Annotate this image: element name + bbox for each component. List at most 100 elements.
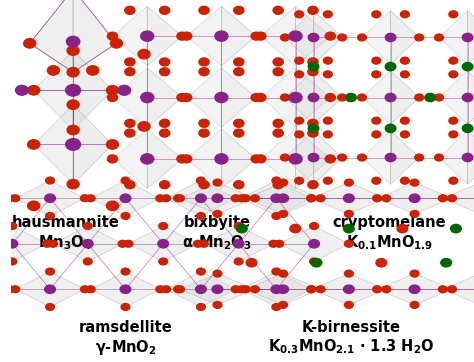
Circle shape [234, 129, 244, 137]
Circle shape [213, 270, 222, 277]
Circle shape [158, 240, 169, 248]
Circle shape [125, 129, 135, 137]
Circle shape [193, 240, 202, 247]
Circle shape [372, 177, 381, 184]
Polygon shape [285, 71, 313, 124]
Polygon shape [246, 182, 320, 214]
Circle shape [344, 224, 354, 233]
Circle shape [279, 302, 288, 308]
Polygon shape [468, 131, 474, 184]
Circle shape [138, 122, 150, 131]
Text: cryptomelane: cryptomelane [333, 215, 447, 230]
Circle shape [281, 34, 289, 41]
Circle shape [308, 181, 318, 189]
Circle shape [273, 181, 283, 189]
Circle shape [177, 155, 187, 163]
Circle shape [325, 155, 336, 163]
Circle shape [451, 224, 461, 233]
Circle shape [401, 57, 409, 64]
Circle shape [67, 68, 79, 77]
Polygon shape [221, 129, 256, 189]
Circle shape [213, 302, 222, 308]
Polygon shape [439, 11, 468, 64]
Circle shape [338, 94, 346, 101]
Circle shape [410, 270, 419, 277]
Circle shape [67, 125, 79, 135]
Circle shape [141, 154, 154, 164]
Polygon shape [73, 0, 117, 72]
Polygon shape [91, 272, 160, 307]
Circle shape [215, 154, 228, 164]
Circle shape [308, 7, 318, 14]
Circle shape [272, 268, 281, 275]
Circle shape [125, 58, 135, 66]
Circle shape [86, 195, 95, 202]
Polygon shape [311, 274, 386, 305]
Circle shape [372, 71, 381, 78]
Circle shape [289, 154, 302, 164]
Circle shape [373, 286, 382, 292]
Circle shape [289, 92, 302, 102]
Circle shape [308, 124, 319, 132]
Circle shape [82, 240, 93, 248]
Circle shape [462, 33, 473, 42]
Circle shape [308, 129, 318, 137]
Circle shape [241, 195, 250, 202]
Circle shape [385, 63, 396, 71]
Text: ramsdellite: ramsdellite [79, 320, 173, 334]
Circle shape [373, 195, 382, 202]
Circle shape [325, 32, 336, 40]
Circle shape [410, 302, 419, 308]
Circle shape [83, 258, 92, 265]
Circle shape [27, 140, 40, 149]
Circle shape [197, 268, 205, 275]
Circle shape [215, 92, 228, 102]
Polygon shape [166, 272, 236, 307]
Circle shape [449, 117, 458, 124]
Circle shape [173, 195, 182, 202]
Circle shape [251, 195, 259, 202]
Circle shape [46, 304, 55, 310]
Circle shape [462, 124, 473, 132]
Circle shape [323, 57, 332, 64]
Circle shape [401, 71, 409, 78]
Circle shape [345, 240, 353, 247]
Circle shape [372, 57, 381, 64]
Circle shape [162, 286, 171, 292]
Circle shape [241, 286, 250, 292]
Polygon shape [187, 129, 221, 189]
Circle shape [213, 210, 222, 217]
Polygon shape [112, 6, 147, 66]
Circle shape [156, 286, 164, 292]
Circle shape [118, 240, 127, 247]
Circle shape [67, 46, 79, 55]
Circle shape [255, 155, 266, 163]
Circle shape [199, 68, 209, 76]
Circle shape [196, 194, 206, 202]
Circle shape [449, 177, 458, 184]
Polygon shape [204, 226, 273, 261]
Circle shape [251, 93, 261, 101]
Circle shape [5, 286, 14, 292]
Text: hausmannite: hausmannite [11, 215, 119, 230]
Text: α-Mn$_{\mathregular{2}}$O$_{\mathregular{3}}$: α-Mn$_{\mathregular{2}}$O$_{\mathregular… [182, 233, 252, 252]
Polygon shape [180, 182, 255, 214]
Circle shape [273, 119, 283, 127]
Polygon shape [34, 105, 73, 184]
Circle shape [107, 85, 118, 95]
Polygon shape [0, 181, 9, 216]
Circle shape [415, 34, 424, 41]
Circle shape [323, 71, 332, 78]
Circle shape [251, 155, 261, 163]
Circle shape [212, 194, 223, 202]
Circle shape [308, 68, 318, 76]
Circle shape [24, 39, 36, 48]
Circle shape [199, 181, 209, 189]
Circle shape [338, 34, 346, 41]
Circle shape [197, 304, 205, 310]
Circle shape [107, 140, 118, 149]
Polygon shape [246, 274, 320, 305]
Circle shape [271, 194, 282, 202]
Polygon shape [311, 182, 386, 214]
Circle shape [159, 223, 168, 230]
